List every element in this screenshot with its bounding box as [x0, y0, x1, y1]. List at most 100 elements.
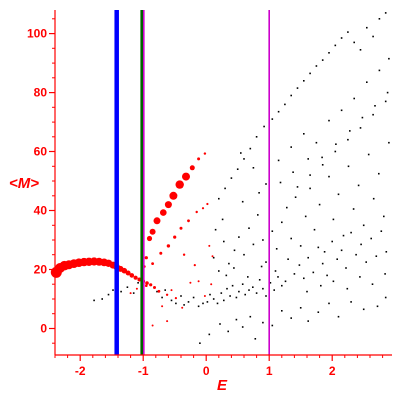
black-point-160: [388, 57, 390, 60]
black-point-67: [228, 262, 230, 265]
red-point-63: [189, 281, 192, 284]
black-point-140: [340, 37, 343, 39]
black-point-66: [223, 240, 225, 243]
black-point-178: [346, 287, 349, 290]
black-point-91: [342, 234, 345, 237]
black-point-69: [238, 236, 240, 238]
black-point-48: [241, 326, 244, 328]
black-point-133: [296, 87, 299, 89]
red-point-16: [125, 270, 131, 276]
black-point-7: [137, 282, 139, 284]
black-point-139: [334, 44, 337, 47]
black-point-56: [307, 320, 309, 322]
black-point-17: [197, 305, 200, 308]
red-point-22: [149, 283, 153, 287]
black-point-126: [249, 147, 252, 150]
black-point-191: [349, 130, 351, 132]
red-point-50: [206, 202, 209, 206]
black-point-0: [93, 299, 95, 302]
black-point-103: [303, 277, 305, 280]
red-point-31: [149, 228, 156, 235]
black-point-71: [248, 227, 250, 229]
black-point-86: [318, 203, 321, 206]
black-point-51: [262, 321, 264, 324]
black-point-185: [258, 192, 260, 194]
black-point-76: [271, 230, 274, 232]
black-point-165: [347, 138, 349, 141]
black-point-164: [334, 150, 337, 153]
black-point-34: [255, 292, 258, 294]
black-point-41: [281, 284, 283, 287]
y-tick-label-5: 100: [27, 27, 47, 41]
red-point-65: [203, 295, 206, 297]
black-point-64: [212, 256, 215, 259]
x-axis-label: E: [217, 377, 228, 394]
black-point-83: [304, 215, 307, 218]
red-point-58: [161, 305, 164, 308]
black-point-54: [290, 317, 292, 319]
red-point-52: [193, 264, 196, 267]
black-point-147: [384, 12, 387, 14]
black-point-166: [359, 127, 362, 129]
black-point-113: [350, 231, 352, 234]
black-point-19: [206, 301, 209, 303]
black-point-33: [252, 286, 254, 288]
black-point-136: [315, 65, 318, 67]
black-point-58: [328, 302, 330, 305]
black-point-6: [132, 292, 135, 294]
black-point-131: [284, 103, 286, 106]
black-point-193: [374, 105, 376, 107]
black-point-121: [218, 197, 220, 200]
black-point-146: [378, 18, 381, 20]
black-point-26: [229, 295, 231, 297]
black-point-144: [366, 26, 368, 29]
red-point-48: [195, 210, 198, 214]
red-point-53: [208, 244, 211, 247]
black-point-50: [254, 338, 257, 340]
black-point-194: [386, 91, 389, 94]
black-point-97: [372, 197, 375, 200]
black-point-155: [328, 119, 330, 122]
x-tick-label-3: 1: [266, 364, 273, 378]
black-point-128: [263, 125, 265, 128]
red-point-41: [145, 284, 148, 288]
black-point-110: [336, 258, 338, 260]
black-point-73: [257, 214, 259, 216]
black-point-78: [281, 221, 283, 224]
black-point-169: [225, 274, 228, 277]
black-point-88: [328, 175, 330, 178]
red-point-24: [157, 289, 161, 293]
black-point-49: [249, 315, 252, 318]
black-point-29: [238, 290, 240, 293]
black-point-21: [212, 298, 215, 300]
red-point-39: [197, 157, 201, 161]
black-point-127: [255, 136, 258, 138]
black-point-151: [277, 159, 280, 162]
black-point-89: [332, 218, 335, 221]
red-point-42: [151, 262, 155, 265]
black-point-189: [321, 156, 323, 159]
black-point-181: [384, 273, 386, 275]
black-point-12: [175, 302, 177, 305]
black-point-171: [247, 276, 249, 278]
black-point-173: [274, 270, 277, 272]
black-point-105: [312, 271, 315, 274]
black-point-65: [218, 270, 220, 272]
red-point-21: [145, 281, 149, 285]
black-point-37: [265, 295, 267, 297]
y-tick-label-1: 20: [34, 263, 48, 277]
red-point-60: [135, 287, 138, 290]
black-point-172: [260, 265, 263, 268]
black-point-114: [355, 253, 357, 256]
red-point-46: [179, 226, 183, 230]
red-point-61: [151, 324, 154, 327]
red-point-49: [201, 207, 205, 210]
black-point-16: [192, 296, 195, 299]
black-point-92: [347, 165, 350, 168]
x-tick-label-1: -1: [138, 364, 149, 378]
black-point-157: [353, 97, 355, 100]
black-point-2: [107, 293, 110, 296]
black-point-77: [275, 248, 278, 250]
black-point-72: [252, 243, 255, 246]
